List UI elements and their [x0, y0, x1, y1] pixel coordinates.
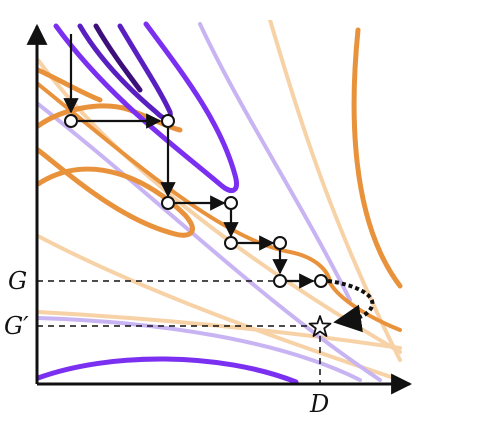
contour-light-orange-3 [37, 234, 402, 382]
contour-orange-hyperbola [37, 82, 402, 332]
contour-light-purple-2 [37, 102, 382, 382]
contour-orange-top-left [37, 67, 103, 103]
path-point [273, 236, 287, 250]
y-label-g: G [8, 267, 27, 295]
path-points [64, 114, 328, 288]
x-label-d: D [309, 390, 329, 418]
contour-orange-right [351, 27, 403, 289]
star-icon [308, 315, 332, 337]
contour-orange-upper-loop [37, 103, 183, 133]
path-point [314, 274, 328, 288]
contour-light-purple-1 [198, 22, 352, 302]
path-point [64, 114, 78, 128]
contour-light-purple-3 [37, 316, 362, 382]
axes [26, 23, 413, 395]
reference-lines [37, 280, 322, 384]
path-point [224, 196, 238, 210]
contour-light-orange-2 [37, 58, 402, 354]
optimization-path [63, 34, 375, 333]
path-point [161, 196, 175, 210]
path-point [273, 274, 287, 288]
y-label-g-prime: G′ [4, 312, 29, 340]
contour-lines [37, 20, 403, 384]
path-point [161, 114, 175, 128]
contour-purple-inner [93, 23, 143, 93]
contour-purple-outer [53, 21, 239, 193]
contour-light-orange-1 [268, 20, 402, 362]
path-point [224, 236, 238, 250]
contour-purple-bottom [37, 356, 299, 384]
contour-orange-ellipse [37, 147, 195, 238]
